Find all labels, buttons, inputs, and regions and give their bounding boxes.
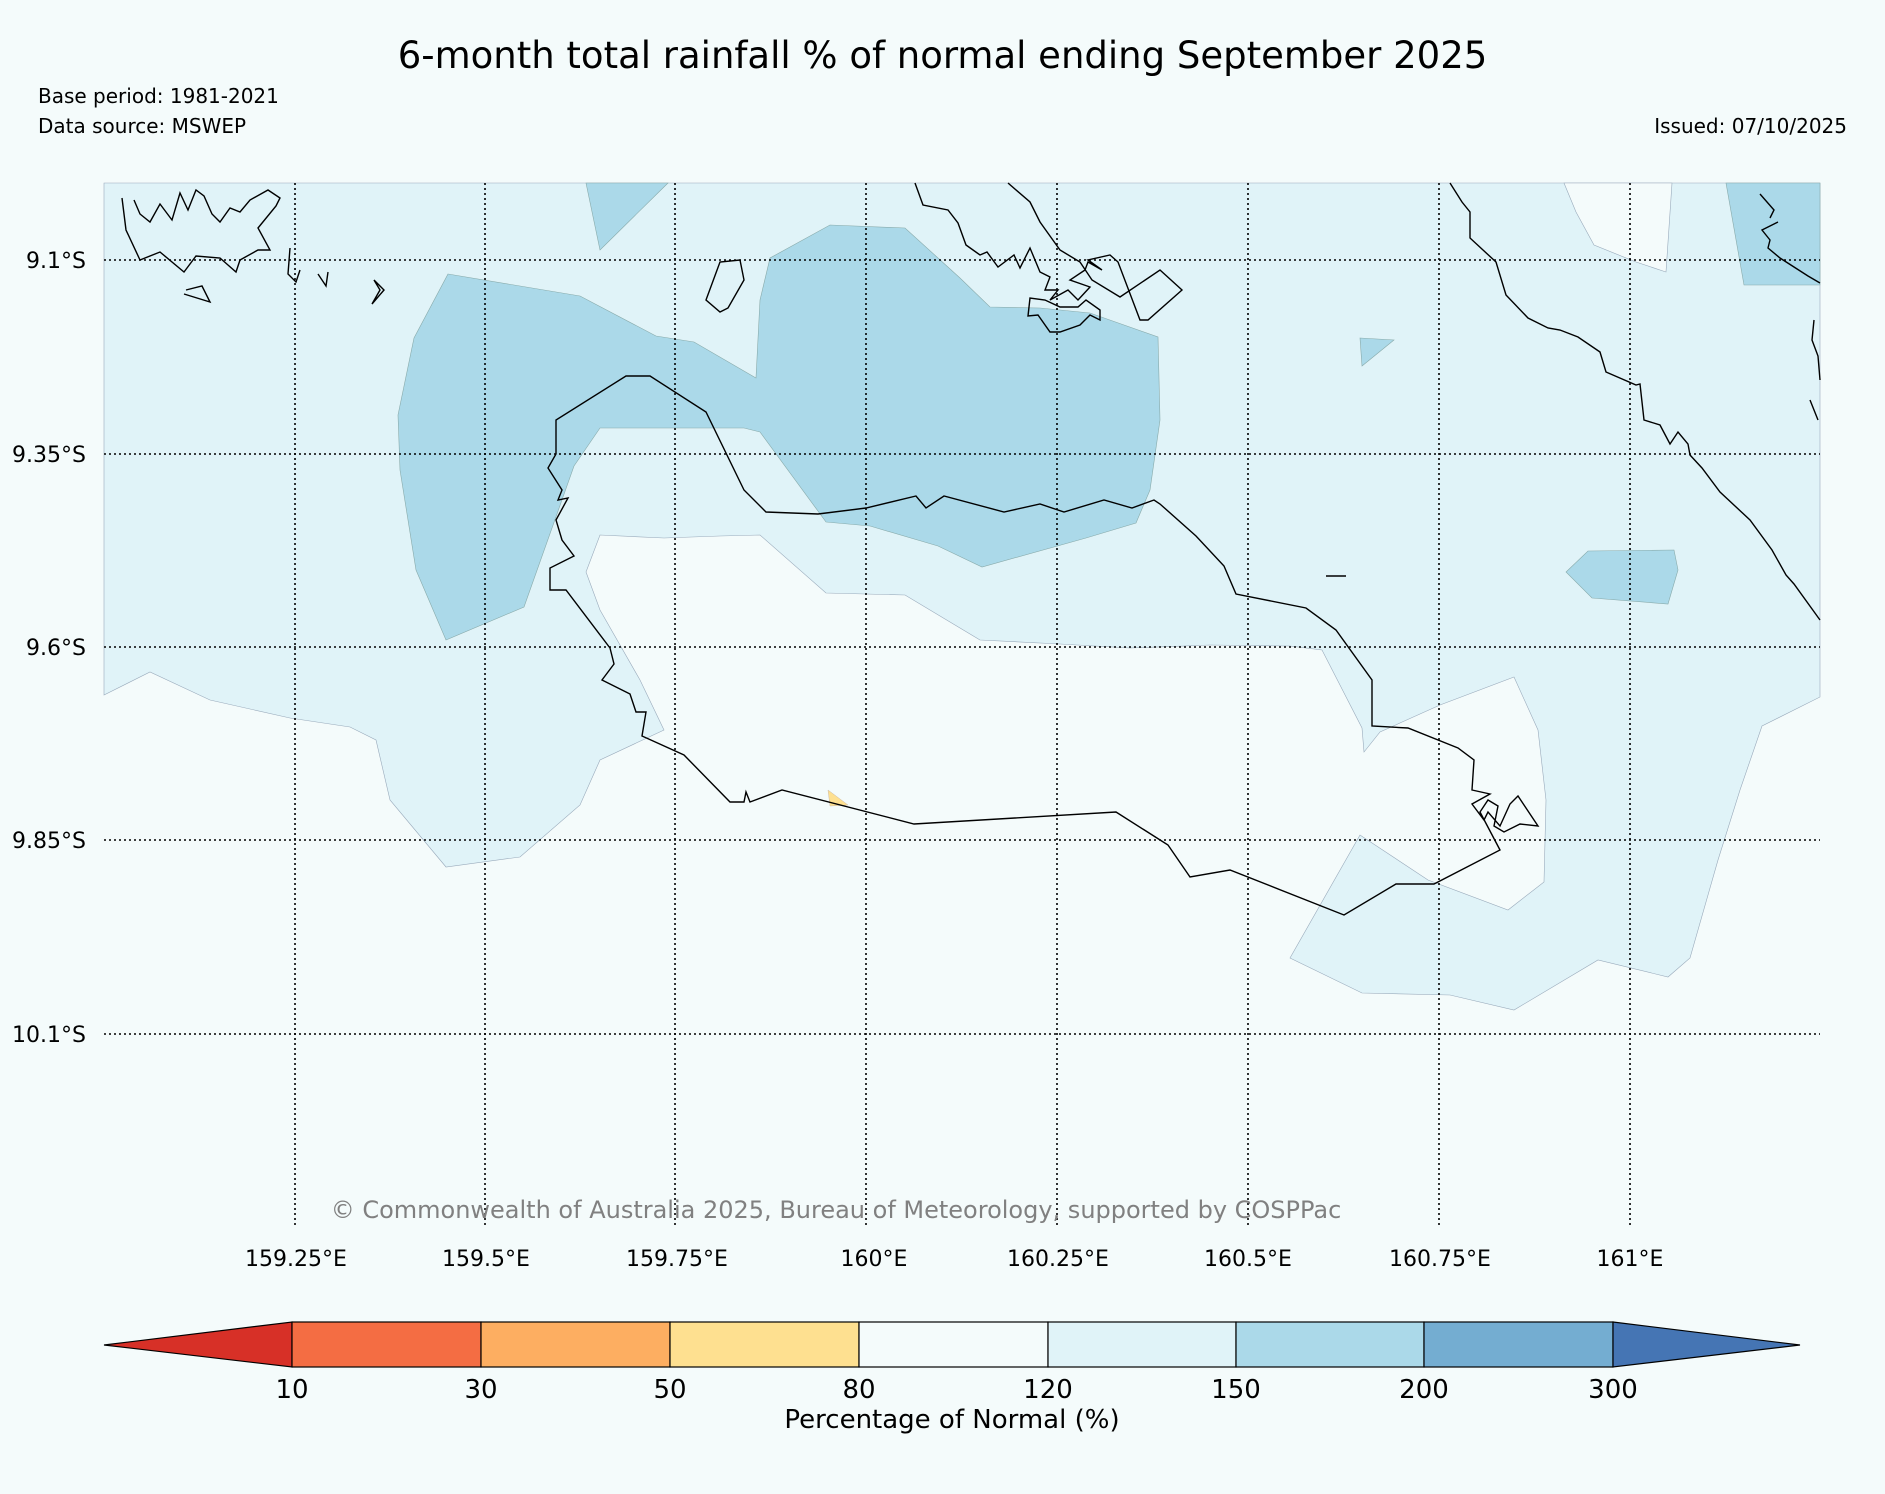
colorbar-extend-high xyxy=(1612,1321,1801,1368)
map-title: 6-month total rainfall % of normal endin… xyxy=(397,34,1488,77)
rainfall-zone-50-80-patch xyxy=(827,789,849,807)
lon-label: 159.25°E xyxy=(245,1247,347,1272)
lon-label: 160.25°E xyxy=(1007,1247,1109,1272)
lon-label: 159.75°E xyxy=(626,1247,728,1272)
coastline-russell-islands-3 xyxy=(287,247,301,284)
rainfall-zone-150-200-north xyxy=(585,182,669,251)
lon-label: 160°E xyxy=(841,1247,908,1272)
colorbar-tick-label: 30 xyxy=(464,1375,497,1405)
copyright-notice: © Commonwealth of Australia 2025, Bureau… xyxy=(331,1196,1342,1224)
coastline-russell-islands-5 xyxy=(371,279,385,305)
coastline-guadalcanal xyxy=(547,375,1540,916)
colorbar-segment-150-200 xyxy=(1235,1321,1425,1368)
colorbar-title: Percentage of Normal (%) xyxy=(784,1405,1119,1435)
coastline-malaita-2 xyxy=(1759,193,1821,284)
colorbar-tick-label: 50 xyxy=(653,1375,686,1405)
coastline-florida-islands-2 xyxy=(1027,297,1101,333)
colorbar-segment-10-30 xyxy=(291,1321,482,1368)
colorbar-extend-low xyxy=(103,1321,293,1368)
lat-label: 10.1°S xyxy=(12,1023,86,1048)
colorbar-tick-label: 300 xyxy=(1588,1375,1638,1405)
lat-label: 9.85°S xyxy=(12,829,86,854)
coastline-savo-island xyxy=(705,259,745,313)
coastline-malaita xyxy=(1449,182,1821,621)
lon-label: 161°E xyxy=(1597,1247,1664,1272)
map-area xyxy=(103,182,1821,1228)
coastline-florida-islands xyxy=(914,182,1184,321)
colorbar-tick-label: 200 xyxy=(1399,1375,1449,1405)
lat-label: 9.35°S xyxy=(12,443,86,468)
colorbar-segment-120-150 xyxy=(1047,1321,1237,1368)
lon-label: 160.75°E xyxy=(1389,1247,1491,1272)
colorbar-tick-label: 80 xyxy=(842,1375,875,1405)
colorbar-tick-label: 10 xyxy=(275,1375,308,1405)
lon-label: 159.5°E xyxy=(442,1247,530,1272)
rainfall-zone-150-200-east xyxy=(1565,549,1679,605)
coastline-russell-islands-4 xyxy=(317,271,329,288)
coastline-russell-islands-2 xyxy=(183,285,212,304)
coastline-russell-islands xyxy=(121,188,281,274)
coastline-malaita-3 xyxy=(1809,319,1821,421)
coastlines xyxy=(121,182,1821,916)
colorbar-segment-80-120 xyxy=(858,1321,1049,1368)
colorbar-segment-30-50 xyxy=(480,1321,671,1368)
base-period-note: Base period: 1981-2021 xyxy=(38,84,279,108)
rainfall-zone-150-200-small xyxy=(1359,337,1395,367)
colorbar xyxy=(103,1321,1801,1368)
lat-label: 9.1°S xyxy=(26,249,86,274)
graticule xyxy=(104,183,1820,1228)
colorbar-tick-label: 120 xyxy=(1023,1375,1073,1405)
colorbar-segment-50-80 xyxy=(669,1321,860,1368)
rainfall-zone-80-120-northeast xyxy=(1563,182,1673,273)
lon-label: 160.5°E xyxy=(1204,1247,1292,1272)
lat-label: 9.6°S xyxy=(26,636,86,661)
colorbar-segment-200-300 xyxy=(1423,1321,1614,1368)
colorbar-tick-label: 150 xyxy=(1211,1375,1261,1405)
issued-date: Issued: 07/10/2025 xyxy=(1654,114,1847,138)
data-source-note: Data source: MSWEP xyxy=(38,114,247,138)
